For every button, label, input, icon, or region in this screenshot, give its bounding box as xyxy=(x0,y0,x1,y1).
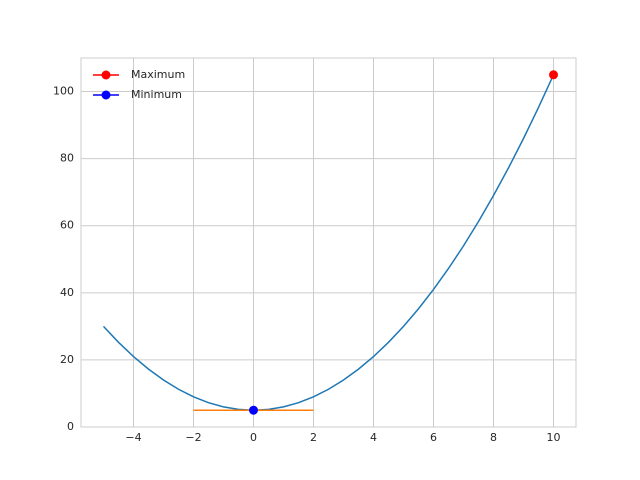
x-tick-label: 4 xyxy=(370,431,377,444)
y-tick-label: 100 xyxy=(53,85,74,98)
marker xyxy=(549,70,558,80)
x-tick-label: 2 xyxy=(310,431,317,444)
x-tick-label: −4 xyxy=(125,431,141,444)
y-tick-label: 80 xyxy=(60,152,74,165)
legend-marker xyxy=(101,70,111,80)
y-tick-label: 0 xyxy=(67,420,74,433)
x-tick-label: −2 xyxy=(185,431,201,444)
legend-label: Maximum xyxy=(131,68,185,81)
marker xyxy=(249,405,258,415)
x-tick-label: 10 xyxy=(547,431,561,444)
y-tick-label: 20 xyxy=(60,353,74,366)
legend-label: Minimum xyxy=(131,88,182,101)
y-tick-label: 40 xyxy=(60,286,74,299)
legend-marker xyxy=(101,90,111,100)
plot-frame xyxy=(80,57,577,428)
x-tick-label: 0 xyxy=(250,431,257,444)
line xyxy=(102,74,555,411)
x-tick-label: 8 xyxy=(490,431,497,444)
y-tick-label: 60 xyxy=(60,219,74,232)
x-tick-label: 6 xyxy=(430,431,437,444)
